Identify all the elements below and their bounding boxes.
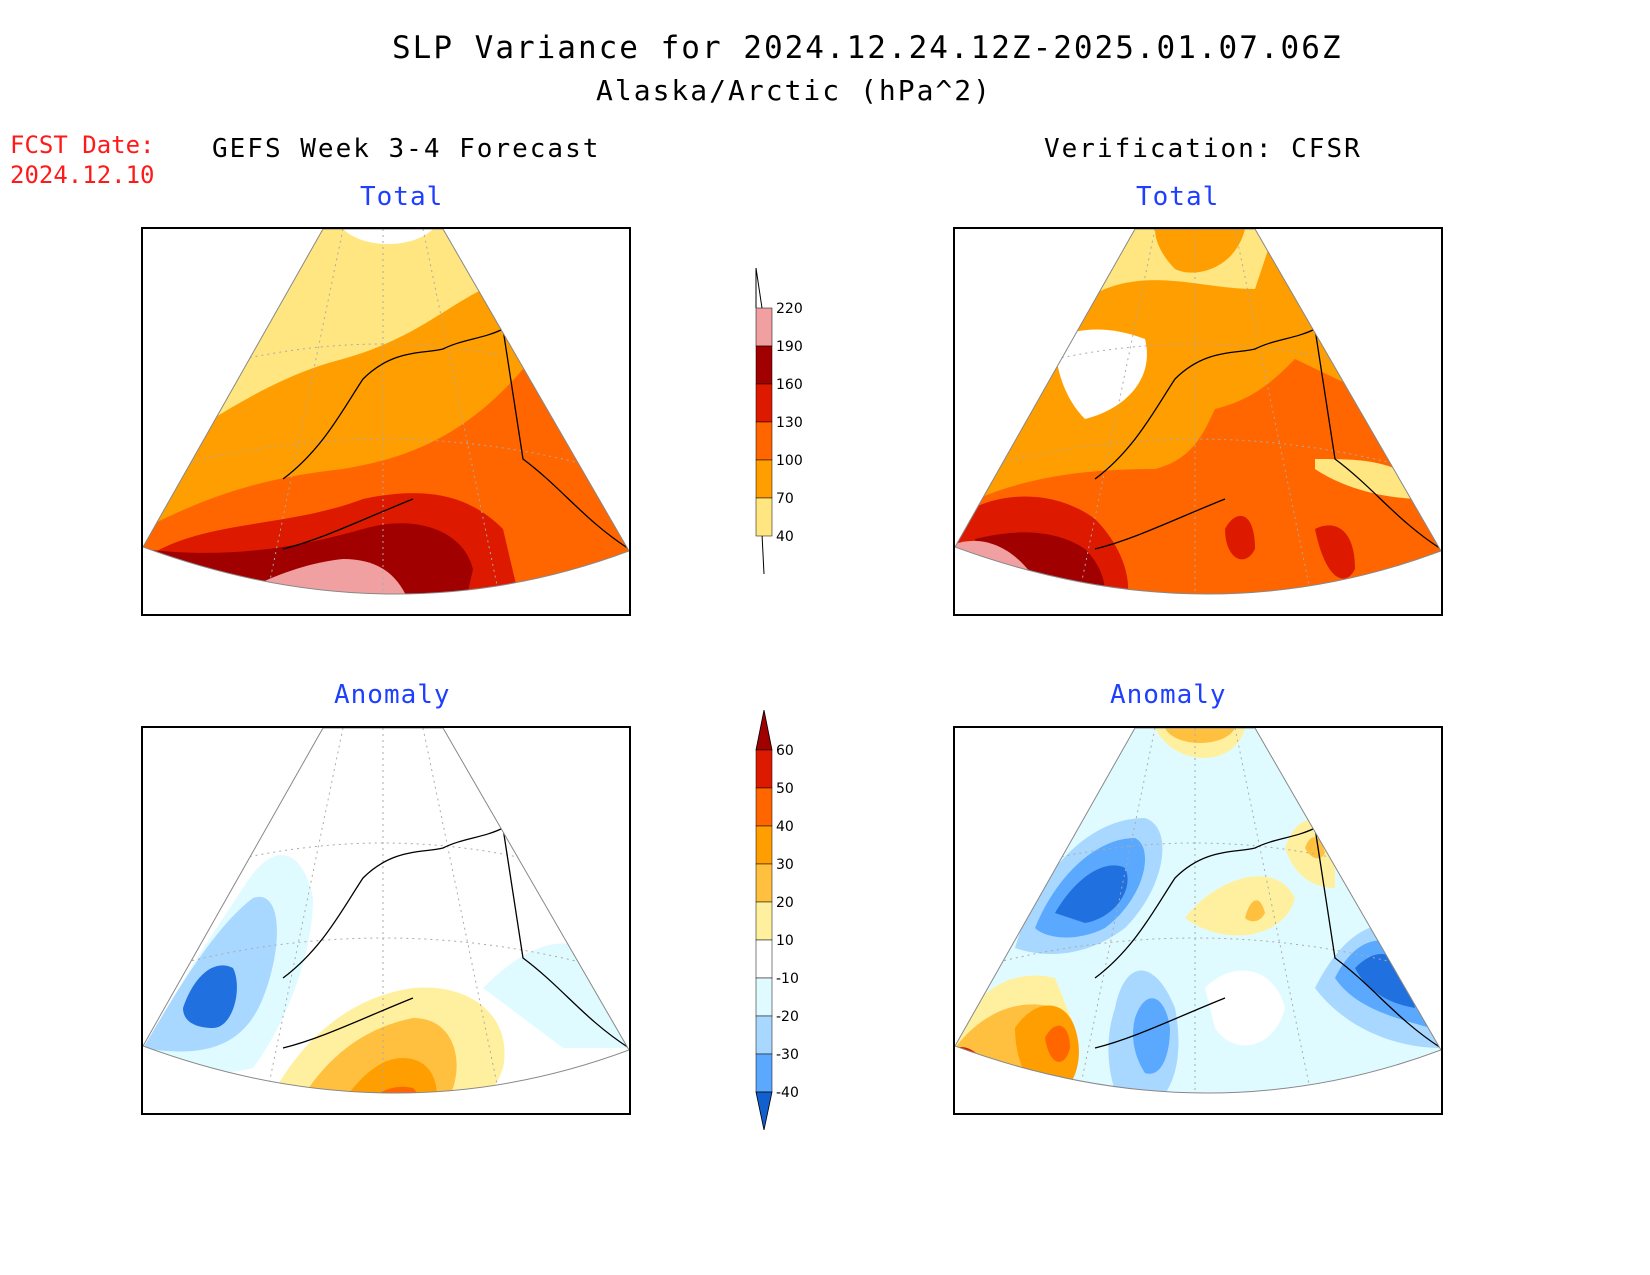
colorbar-total-label-220: 220 xyxy=(776,301,803,317)
colorbar-total-label-40: 40 xyxy=(776,529,794,545)
colorbar-total-swatch-5 xyxy=(755,459,773,499)
colorbar-anomaly-bottom-arrow xyxy=(755,1091,773,1131)
colorbar-anomaly-label-20: 20 xyxy=(776,895,794,911)
colorbar-total-swatch-1 xyxy=(755,307,773,347)
colorbar-anomaly-swatch-7 xyxy=(755,977,773,1017)
panel-title-top-left: Total xyxy=(360,182,444,212)
colorbar-anomaly-swatch-9 xyxy=(755,1053,773,1093)
panel-title-bottom-right: Anomaly xyxy=(1110,680,1227,710)
colorbar-anomaly-label-neg40: -40 xyxy=(776,1085,799,1101)
colorbar-anomaly-swatch-8 xyxy=(755,1015,773,1055)
colorbar-anomaly-swatch-2 xyxy=(755,787,773,827)
panel-title-bottom-left: Anomaly xyxy=(334,680,451,710)
forecast-date-value: 2024.12.10 xyxy=(10,161,155,189)
chart-subtitle: Alaska/Arctic (hPa^2) xyxy=(596,74,993,107)
colorbar-anomaly-label-neg30: -30 xyxy=(776,1047,799,1063)
colorbar-anomaly-swatch-4 xyxy=(755,863,773,903)
map-cfsr-total xyxy=(953,227,1443,616)
colorbar-total-label-70: 70 xyxy=(776,491,794,507)
colorbar-total-swatch-3 xyxy=(755,383,773,423)
left-column-title: GEFS Week 3-4 Forecast xyxy=(212,134,601,164)
colorbar-anomaly-swatch-1 xyxy=(755,749,773,789)
map-gefs-total xyxy=(141,227,631,616)
colorbar-anomaly-label-10: 10 xyxy=(776,933,794,949)
colorbar-total-label-100: 100 xyxy=(776,453,803,469)
forecast-date-label: FCST Date: xyxy=(10,131,155,159)
colorbar-total-swatch-4 xyxy=(755,421,773,461)
colorbar-anomaly-top-arrow xyxy=(755,709,773,751)
colorbar-total: 220 190 160 130 100 70 40 xyxy=(740,267,830,578)
map-cfsr-anomaly xyxy=(953,726,1443,1115)
colorbar-anomaly-label-30: 30 xyxy=(776,857,794,873)
colorbar-total-label-190: 190 xyxy=(776,339,803,355)
colorbar-total-label-130: 130 xyxy=(776,415,803,431)
colorbar-anomaly-swatch-6 xyxy=(755,939,773,979)
chart-title: SLP Variance for 2024.12.24.12Z-2025.01.… xyxy=(392,30,1343,66)
right-column-title: Verification: CFSR xyxy=(1044,134,1362,164)
colorbar-anomaly-swatch-5 xyxy=(755,901,773,941)
colorbar-total-swatch-2 xyxy=(755,345,773,385)
colorbar-total-label-160: 160 xyxy=(776,377,803,393)
colorbar-anomaly-label-neg20: -20 xyxy=(776,1009,799,1025)
panel-title-top-right: Total xyxy=(1136,182,1220,212)
colorbar-anomaly-label-40: 40 xyxy=(776,819,794,835)
colorbar-total-swatch-6 xyxy=(755,497,773,537)
colorbar-anomaly: 60 50 40 30 20 10 -10 -20 -30 -40 xyxy=(740,709,830,1131)
map-gefs-anomaly xyxy=(141,726,631,1115)
colorbar-anomaly-label-neg10: -10 xyxy=(776,971,799,987)
colorbar-anomaly-label-50: 50 xyxy=(776,781,794,797)
colorbar-anomaly-label-60: 60 xyxy=(776,743,794,759)
colorbar-anomaly-swatch-3 xyxy=(755,825,773,865)
